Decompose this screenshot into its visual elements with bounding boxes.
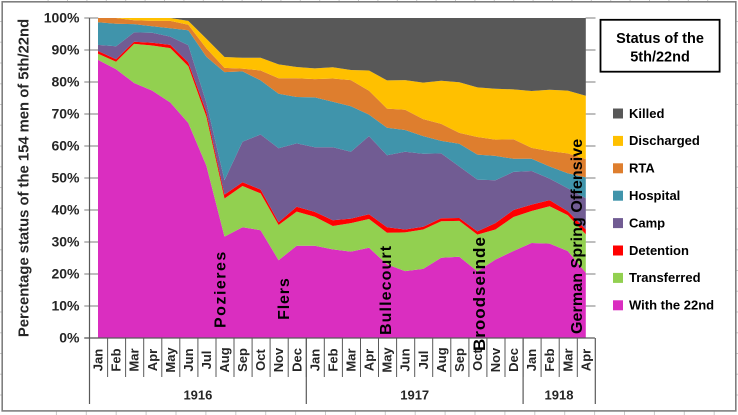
svg-text:May: May bbox=[163, 347, 178, 373]
svg-text:Percentage status of the 154 m: Percentage status of the 154 men of 5th/… bbox=[17, 19, 33, 337]
svg-text:80%: 80% bbox=[51, 74, 80, 90]
svg-text:Aug: Aug bbox=[217, 347, 232, 372]
svg-text:Broodseinde: Broodseinde bbox=[470, 236, 489, 351]
svg-text:Feb: Feb bbox=[542, 348, 557, 371]
svg-text:Oct: Oct bbox=[470, 348, 485, 370]
svg-text:40%: 40% bbox=[51, 202, 80, 218]
svg-text:Camp: Camp bbox=[629, 215, 665, 230]
svg-text:0%: 0% bbox=[59, 330, 80, 346]
svg-text:Sep: Sep bbox=[452, 348, 467, 372]
svg-text:Jun: Jun bbox=[181, 348, 196, 371]
svg-text:5th/22nd: 5th/22nd bbox=[630, 50, 690, 66]
svg-text:May: May bbox=[380, 347, 395, 373]
svg-text:Discharged: Discharged bbox=[629, 133, 700, 148]
svg-text:Apr: Apr bbox=[362, 349, 377, 371]
svg-text:1916: 1916 bbox=[183, 388, 212, 403]
svg-text:Feb: Feb bbox=[325, 348, 340, 371]
svg-text:German Spring Offensive: German Spring Offensive bbox=[569, 139, 586, 334]
svg-text:Nov: Nov bbox=[271, 347, 286, 372]
svg-text:Sep: Sep bbox=[235, 348, 250, 372]
svg-text:Jan: Jan bbox=[91, 349, 106, 371]
svg-text:Jul: Jul bbox=[199, 351, 214, 370]
svg-text:Mar: Mar bbox=[344, 348, 359, 371]
svg-text:Jun: Jun bbox=[398, 348, 413, 371]
svg-text:With the 22nd: With the 22nd bbox=[629, 298, 714, 313]
svg-text:50%: 50% bbox=[51, 170, 80, 186]
svg-text:Dec: Dec bbox=[506, 348, 521, 372]
svg-text:Aug: Aug bbox=[434, 347, 449, 372]
svg-text:10%: 10% bbox=[51, 298, 80, 314]
svg-text:Oct: Oct bbox=[253, 348, 268, 370]
svg-text:Transferred: Transferred bbox=[629, 270, 701, 285]
svg-text:1918: 1918 bbox=[545, 388, 574, 403]
svg-text:Hospital: Hospital bbox=[629, 188, 680, 203]
svg-text:Flers: Flers bbox=[276, 277, 293, 320]
svg-text:100%: 100% bbox=[44, 10, 80, 26]
svg-text:Status of the: Status of the bbox=[616, 31, 704, 47]
svg-text:Feb: Feb bbox=[109, 348, 124, 371]
svg-text:Mar: Mar bbox=[127, 348, 142, 371]
svg-text:Dec: Dec bbox=[289, 348, 304, 372]
svg-text:Apr: Apr bbox=[578, 349, 593, 371]
svg-text:Killed: Killed bbox=[629, 106, 664, 121]
svg-text:Bullecourt: Bullecourt bbox=[378, 245, 395, 335]
svg-text:1917: 1917 bbox=[400, 388, 429, 403]
svg-text:Pozieres: Pozieres bbox=[212, 250, 229, 328]
svg-text:Jan: Jan bbox=[307, 349, 322, 371]
svg-text:90%: 90% bbox=[51, 42, 80, 58]
svg-text:20%: 20% bbox=[51, 266, 80, 282]
svg-text:60%: 60% bbox=[51, 138, 80, 154]
svg-text:Apr: Apr bbox=[145, 349, 160, 371]
svg-text:Jul: Jul bbox=[416, 351, 431, 370]
svg-text:30%: 30% bbox=[51, 234, 80, 250]
svg-text:Mar: Mar bbox=[560, 348, 575, 371]
svg-text:Nov: Nov bbox=[488, 347, 503, 372]
svg-text:Detention: Detention bbox=[629, 243, 689, 258]
svg-text:70%: 70% bbox=[51, 106, 80, 122]
svg-text:Jan: Jan bbox=[524, 349, 539, 371]
svg-text:RTA: RTA bbox=[629, 161, 655, 176]
